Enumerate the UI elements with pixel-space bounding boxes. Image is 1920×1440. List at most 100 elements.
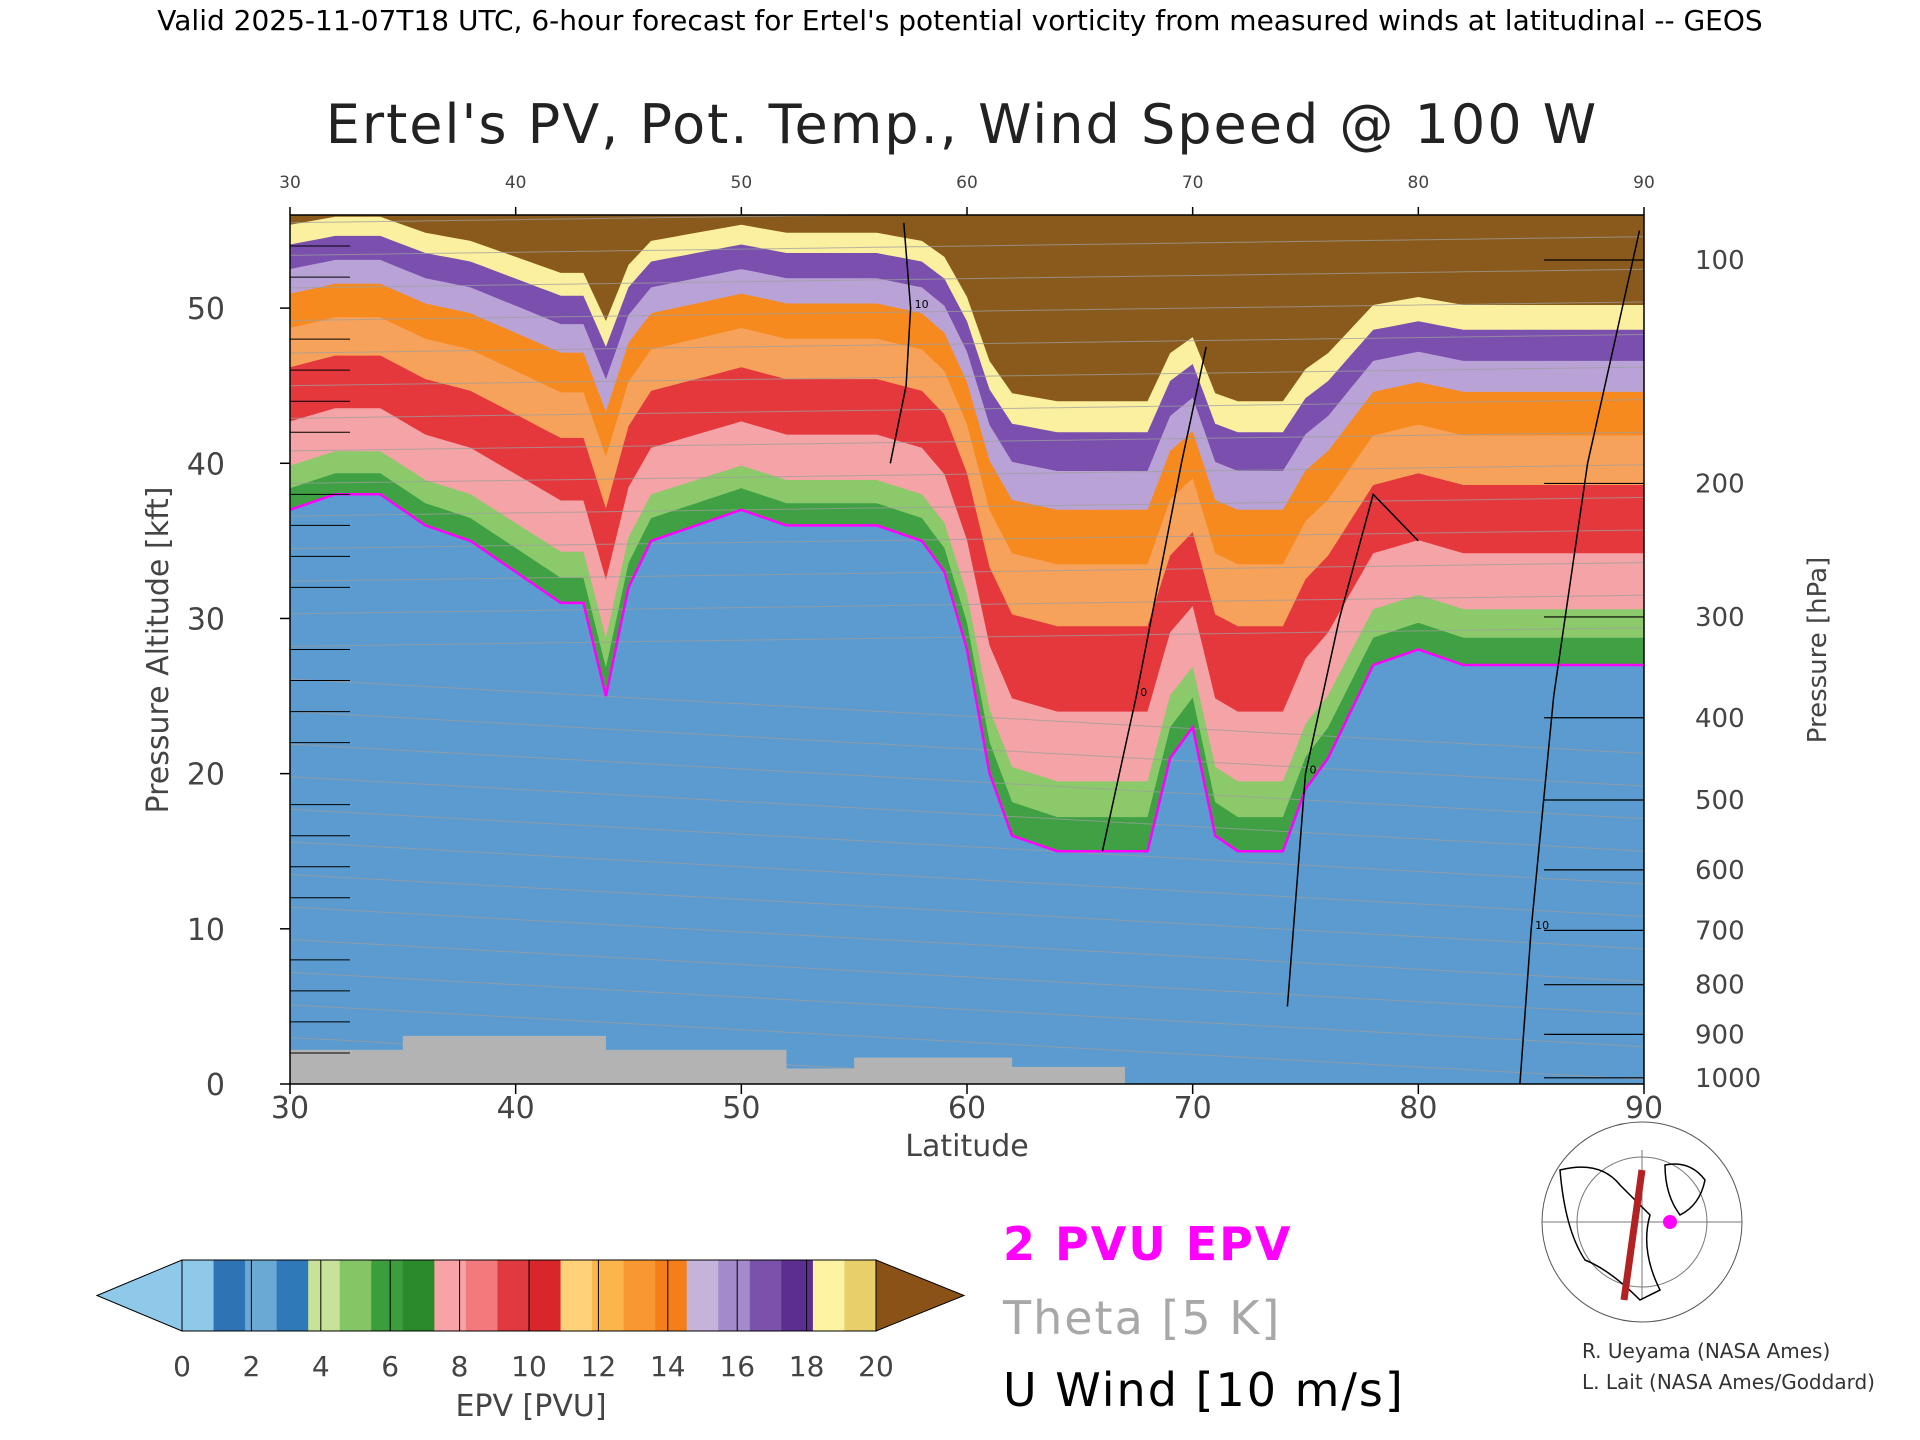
x-tick-label: 30 (271, 1091, 309, 1126)
colorbar-segment (749, 1260, 782, 1331)
theta-isentrope (290, 743, 1644, 820)
colorbar-tick-label: 6 (381, 1350, 399, 1383)
header-text: Valid 2025-11-07T18 UTC, 6-hour forecast… (157, 4, 1762, 37)
theta-isentrope (290, 939, 1644, 1015)
colorbar-segment (560, 1260, 593, 1331)
map-coastline (1664, 1163, 1706, 1216)
pv-band (290, 215, 1644, 402)
theta-isentrope (290, 1004, 1644, 1080)
theta-isentrope (290, 268, 1644, 289)
map-transect (1620, 1169, 1646, 1301)
theta-isentrope (290, 366, 1644, 387)
y-tick-label: 10 (187, 913, 225, 948)
colorbar-segment (718, 1260, 751, 1331)
colorbar-segment (812, 1260, 846, 1331)
colorbar-tick-label: 10 (511, 1350, 547, 1383)
colorbar-segment (465, 1260, 499, 1331)
x-tick-label-top: 70 (1182, 173, 1204, 193)
theta-isentrope (290, 301, 1644, 321)
pressure-tick-label: 800 (1695, 971, 1745, 1001)
x-tick-label: 40 (497, 1091, 535, 1126)
colorbar-segment (434, 1260, 467, 1331)
pv-bands (290, 215, 1644, 852)
colorbar-tick-label: 16 (719, 1350, 755, 1383)
map-coastline (1559, 1166, 1662, 1301)
x-tick-label-top: 80 (1408, 173, 1430, 193)
plot-area: 10 0 0 10 (290, 215, 1644, 1084)
legend-item-uwind: U Wind [10 m/s] (1003, 1363, 1405, 1417)
colorbar-tick-label: 14 (650, 1350, 686, 1383)
x-axis-label: Latitude (905, 1129, 1028, 1164)
colorbar: 0 2 4 6 8 10 12 14 16 18 20 (95, 1259, 966, 1383)
map-subsolar-point (1663, 1215, 1677, 1229)
theta-isentrope (290, 808, 1644, 885)
colorbar-high-extend (875, 1259, 966, 1332)
theta-isentrope (290, 776, 1644, 852)
theta-isentrope (290, 529, 1644, 550)
colorbar-segment (781, 1260, 814, 1331)
y-axis-label: Pressure Altitude [kft] (141, 487, 176, 814)
colorbar-segment (529, 1260, 562, 1331)
x-tick-label: 90 (1625, 1091, 1663, 1126)
legend: 2 PVU EPV Theta [5 K] U Wind [10 m/s] (1002, 1217, 1405, 1417)
x-tick-label: 80 (1399, 1091, 1437, 1126)
colorbar-tick-label: 8 (451, 1350, 469, 1383)
u-wind-contour (889, 222, 912, 464)
y-tick-label: 30 (187, 602, 225, 637)
x-tick-label-top: 50 (731, 173, 753, 193)
colorbar-label: EPV [PVU] (455, 1389, 606, 1424)
colorbar-segment (655, 1260, 688, 1331)
colorbar-segment (497, 1260, 530, 1331)
y-tick-label: 40 (187, 447, 225, 482)
colorbar-segment (276, 1260, 309, 1331)
theta-isentrope (290, 874, 1644, 950)
colorbar-segment (402, 1260, 435, 1331)
theta-isentrope (290, 841, 1644, 917)
x-tick-label: 50 (722, 1091, 760, 1126)
pressure-tick-label: 600 (1695, 856, 1745, 886)
x-tick-label: 60 (948, 1091, 986, 1126)
u-wind-contours: 10 0 0 10 (889, 222, 1641, 1084)
x-axis-top: 30 40 50 60 70 80 90 (279, 173, 1655, 215)
u-wind-contour (1519, 230, 1641, 1084)
credit-line-1: R. Ueyama (NASA Ames) (1582, 1339, 1830, 1363)
y-axis-left: 0 10 20 30 40 50 (187, 245, 350, 1103)
pressure-tick-label: 200 (1695, 469, 1745, 499)
pressure-tick-label: 900 (1695, 1020, 1745, 1050)
colorbar-segment (844, 1260, 877, 1331)
theta-isentrope (290, 971, 1644, 1048)
theta-isentrope (290, 496, 1644, 517)
theta-isentrope (290, 334, 1644, 354)
pressure-tick-label: 100 (1695, 246, 1745, 276)
terrain-block (290, 1035, 1125, 1084)
legend-item-theta: Theta [5 K] (1002, 1291, 1281, 1345)
x-tick-label-top: 40 (505, 173, 527, 193)
u-wind-contour (1286, 492, 1419, 1007)
pressure-tick-label: 300 (1695, 603, 1745, 633)
theta-isentrope (290, 627, 1644, 647)
theta-contours (290, 215, 1644, 1084)
chart-title: Ertel's PV, Pot. Temp., Wind Speed @ 100… (326, 93, 1598, 156)
theta-isentrope (290, 711, 1644, 787)
colorbar-segment (592, 1260, 625, 1331)
u-wind-contour (1101, 346, 1207, 852)
colorbar-segment (308, 1260, 341, 1331)
colorbar-tick-label: 20 (858, 1350, 894, 1383)
theta-isentrope (290, 464, 1644, 484)
y-axis-right: 100 200 300 400 500 600 700 800 900 1000 (1544, 246, 1761, 1094)
colorbar-segment (339, 1260, 372, 1331)
credit-line-2: L. Lait (NASA Ames/Goddard) (1582, 1370, 1875, 1394)
pressure-tick-label: 500 (1695, 786, 1745, 816)
theta-isentrope (290, 562, 1644, 582)
theta-isentrope (290, 906, 1644, 983)
colorbar-tick-label: 12 (581, 1350, 617, 1383)
theta-isentrope (290, 678, 1644, 754)
colorbar-segment (245, 1260, 278, 1331)
theta-isentrope (290, 236, 1644, 256)
y2-axis-label: Pressure [hPa] (1803, 557, 1833, 744)
u-wind-contour-label: 0 (1140, 686, 1147, 699)
x-axis-bottom: 30 40 50 60 70 80 90 (271, 1084, 1663, 1126)
colorbar-low-extend (95, 1259, 183, 1332)
pressure-tick-label: 700 (1695, 916, 1745, 946)
